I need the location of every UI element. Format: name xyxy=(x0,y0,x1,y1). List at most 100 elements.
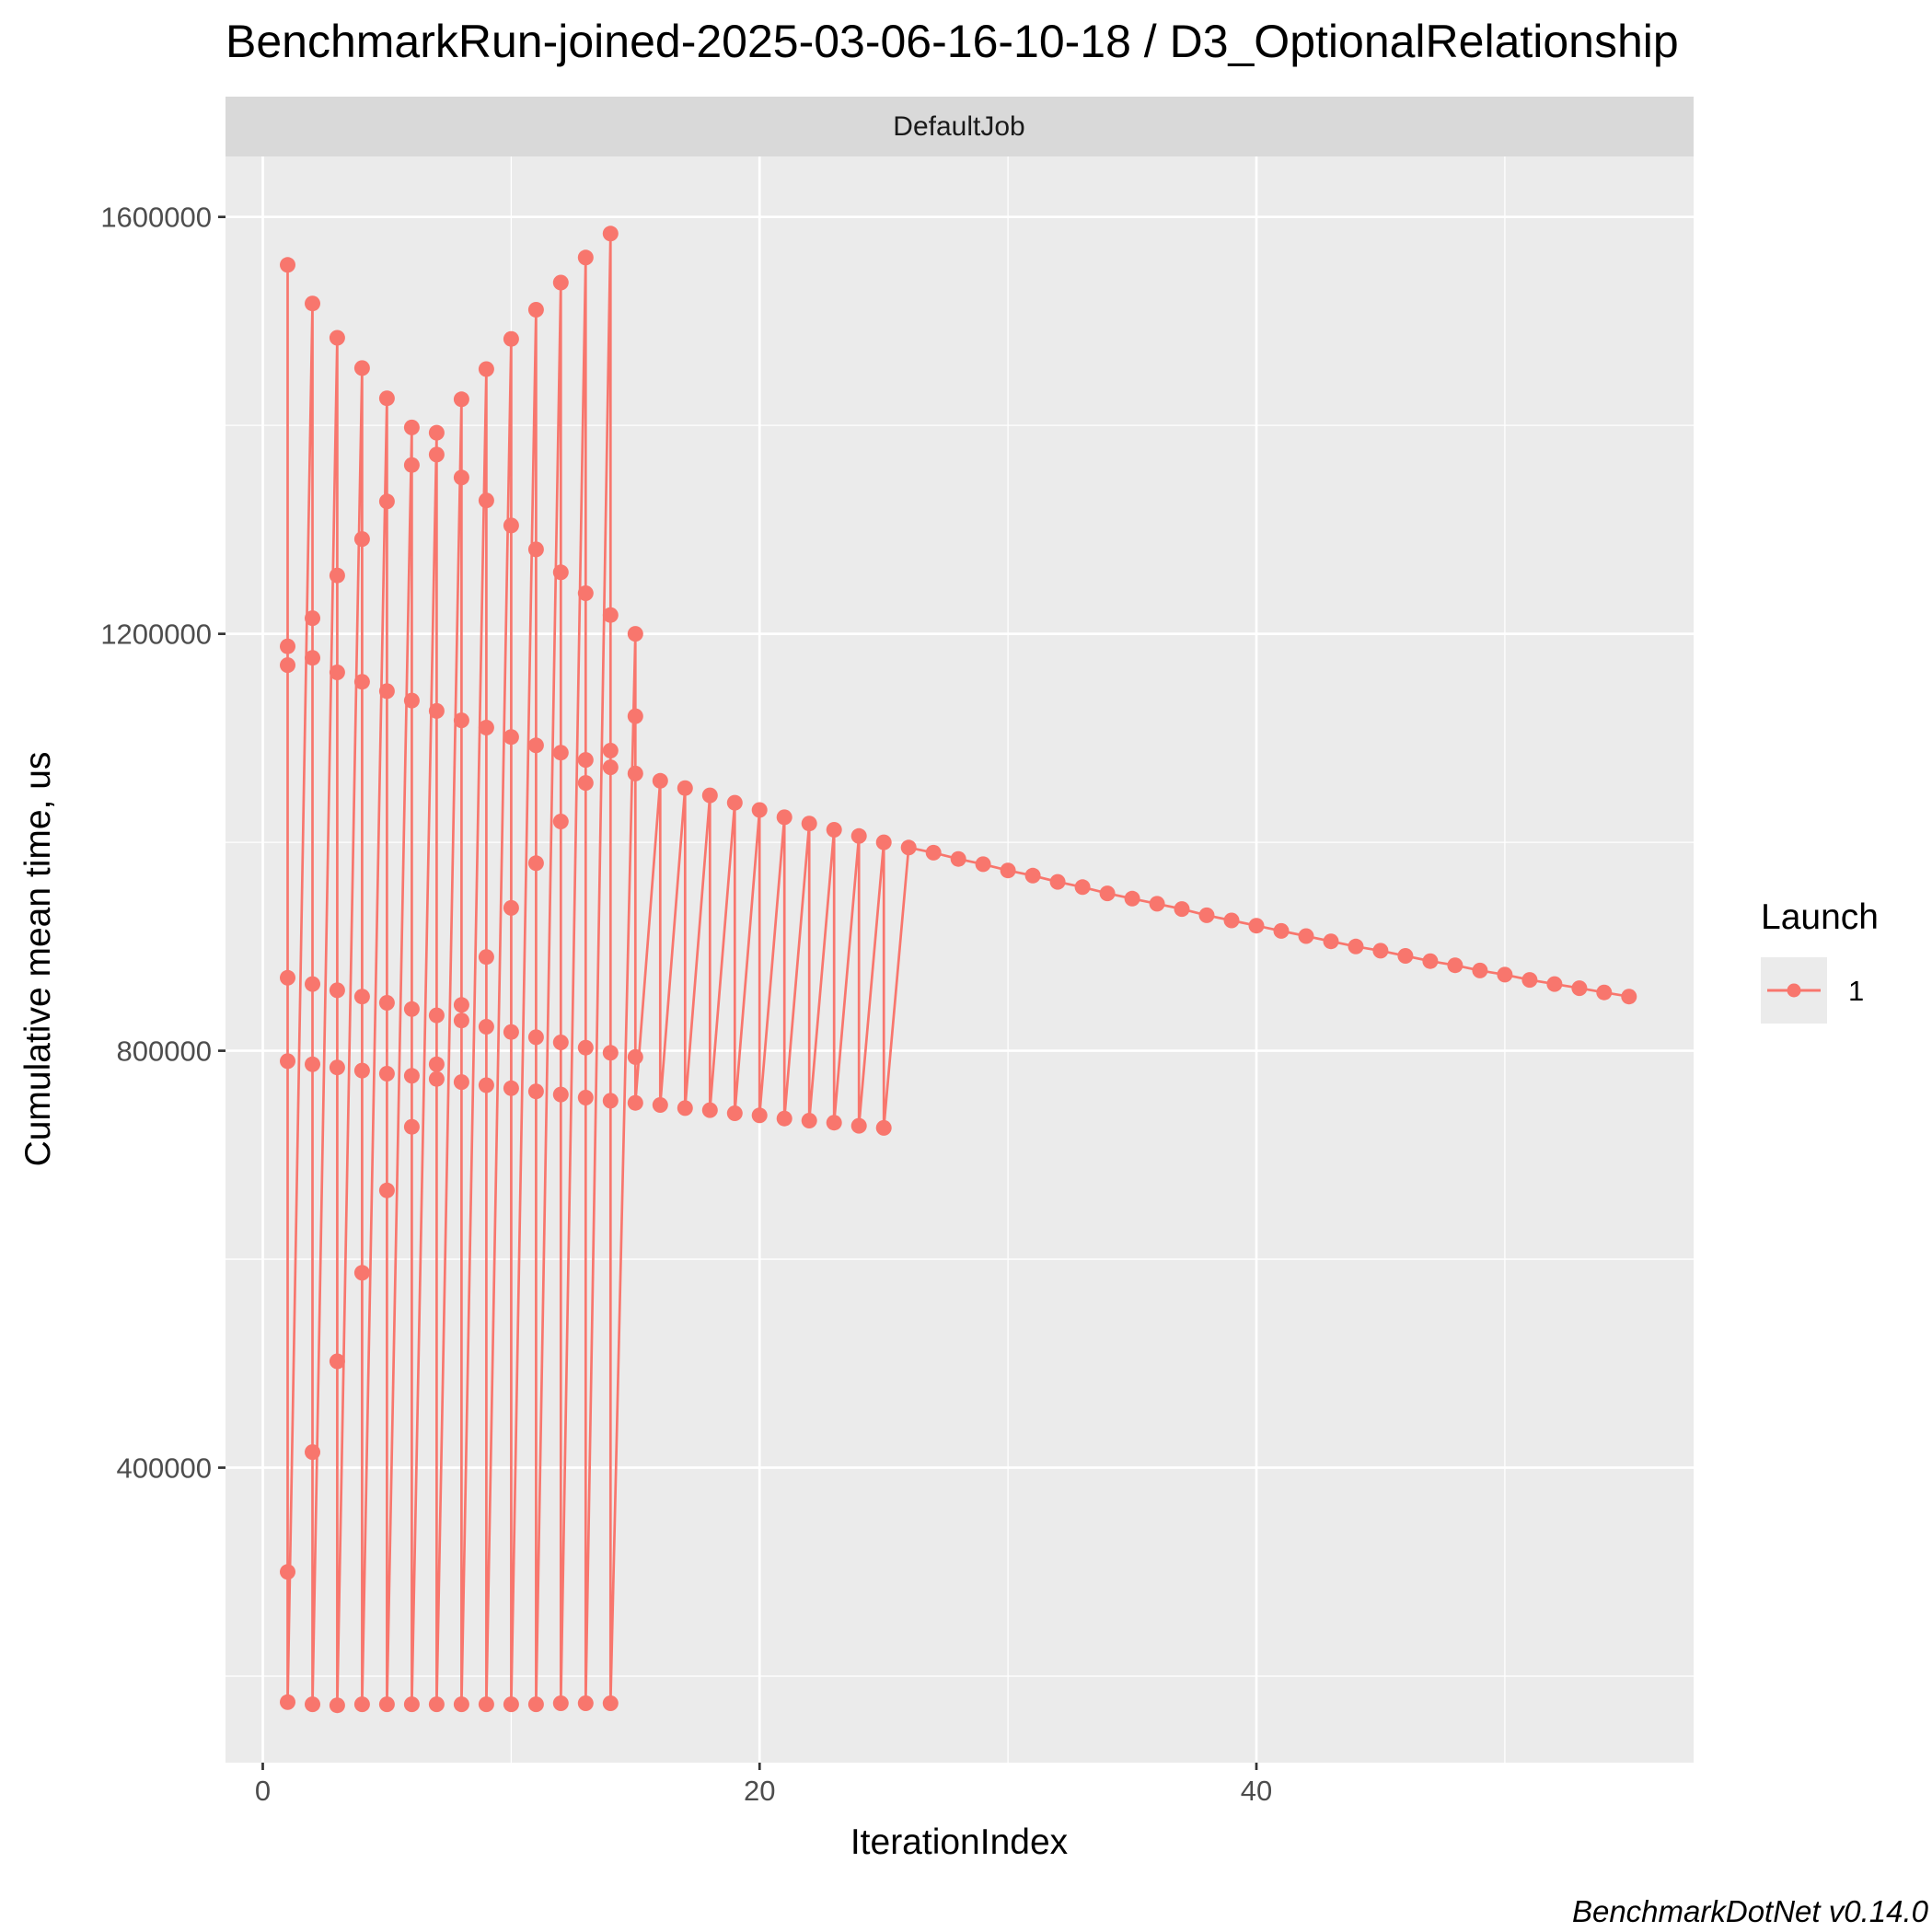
data-point xyxy=(527,302,544,318)
data-point xyxy=(1621,989,1637,1005)
data-point xyxy=(602,1695,619,1711)
data-point xyxy=(478,949,494,966)
data-point xyxy=(428,1056,445,1072)
y-tick-label: 800000 xyxy=(117,1035,212,1068)
data-point xyxy=(428,446,445,463)
data-point xyxy=(1124,890,1140,907)
data-point xyxy=(1174,901,1190,918)
x-tick-label: 20 xyxy=(744,1775,775,1807)
y-axis: 400000 800000 1200000 1600000 xyxy=(100,202,226,1485)
data-point xyxy=(577,249,594,266)
y-tick-label: 1600000 xyxy=(100,202,212,234)
data-point xyxy=(627,626,643,642)
data-point xyxy=(1149,896,1165,912)
legend: Launch 1 xyxy=(1761,897,1879,1024)
data-point xyxy=(826,1115,842,1131)
data-point xyxy=(652,772,668,789)
data-point xyxy=(652,1097,668,1113)
data-point xyxy=(602,759,619,776)
data-point xyxy=(353,1696,370,1713)
data-point xyxy=(378,1066,395,1082)
data-point xyxy=(602,226,619,242)
data-point xyxy=(577,585,594,601)
data-point xyxy=(527,541,544,558)
data-point xyxy=(403,457,420,473)
data-point xyxy=(280,257,295,273)
y-tick-label: 1200000 xyxy=(100,619,212,651)
data-point xyxy=(776,809,792,826)
facet-strip xyxy=(226,97,1694,156)
data-point xyxy=(627,765,643,781)
major-gridlines xyxy=(226,156,1694,1763)
data-point xyxy=(329,1059,345,1076)
data-point xyxy=(503,899,519,916)
data-point xyxy=(850,1117,867,1134)
data-point xyxy=(677,1100,693,1116)
data-point xyxy=(875,834,892,850)
data-point xyxy=(801,1113,817,1128)
data-point xyxy=(378,390,395,407)
data-point xyxy=(353,989,370,1005)
data-point xyxy=(1546,976,1563,992)
data-point xyxy=(627,708,643,724)
data-point xyxy=(602,743,619,758)
chart-title: BenchmarkRun-joined-2025-03-06-16-10-18 … xyxy=(226,16,1679,67)
data-point xyxy=(1000,862,1016,879)
data-point xyxy=(403,1696,420,1713)
data-point xyxy=(726,794,743,811)
data-point xyxy=(751,1107,768,1124)
data-point xyxy=(378,1182,395,1198)
data-point xyxy=(478,1019,494,1035)
data-point xyxy=(826,822,842,838)
data-point xyxy=(503,1696,519,1713)
data-point xyxy=(453,1074,469,1091)
legend-title: Launch xyxy=(1761,897,1879,937)
series-1 xyxy=(280,226,1637,1714)
data-point xyxy=(701,1102,718,1118)
data-point xyxy=(527,855,544,872)
data-point xyxy=(305,1056,320,1072)
data-point xyxy=(353,531,370,548)
data-point xyxy=(1372,943,1389,959)
data-point xyxy=(378,493,395,510)
data-point xyxy=(403,692,420,709)
data-point xyxy=(950,850,966,867)
data-point xyxy=(453,997,469,1013)
data-point xyxy=(552,745,569,761)
data-point xyxy=(1521,972,1538,989)
data-point xyxy=(552,1695,569,1711)
data-point xyxy=(503,330,519,347)
data-point xyxy=(1273,922,1290,939)
data-point xyxy=(329,330,345,346)
data-point xyxy=(1323,933,1339,950)
data-point xyxy=(975,856,991,873)
data-point xyxy=(305,1444,320,1461)
data-point xyxy=(353,674,370,690)
data-point xyxy=(1099,885,1116,902)
data-point xyxy=(503,729,519,746)
data-point xyxy=(552,564,569,581)
data-point xyxy=(329,1353,345,1370)
data-point xyxy=(478,492,494,509)
data-point xyxy=(1348,938,1364,954)
data-point xyxy=(577,1039,594,1056)
data-point xyxy=(577,1695,594,1711)
data-point xyxy=(428,424,445,441)
data-point xyxy=(627,1048,643,1065)
plot-panel xyxy=(226,156,1694,1763)
data-point xyxy=(602,1093,619,1109)
data-point xyxy=(577,775,594,792)
data-point xyxy=(428,1696,445,1713)
data-point xyxy=(478,720,494,735)
data-point xyxy=(552,1086,569,1103)
legend-key-point xyxy=(1787,983,1801,998)
data-point xyxy=(453,1012,469,1029)
data-point xyxy=(403,1001,420,1017)
data-point xyxy=(1223,912,1240,929)
data-point xyxy=(677,780,693,796)
data-point xyxy=(403,1118,420,1135)
data-point xyxy=(1596,984,1613,1001)
data-point xyxy=(552,274,569,291)
data-point xyxy=(527,1083,544,1100)
data-point xyxy=(1571,980,1588,997)
